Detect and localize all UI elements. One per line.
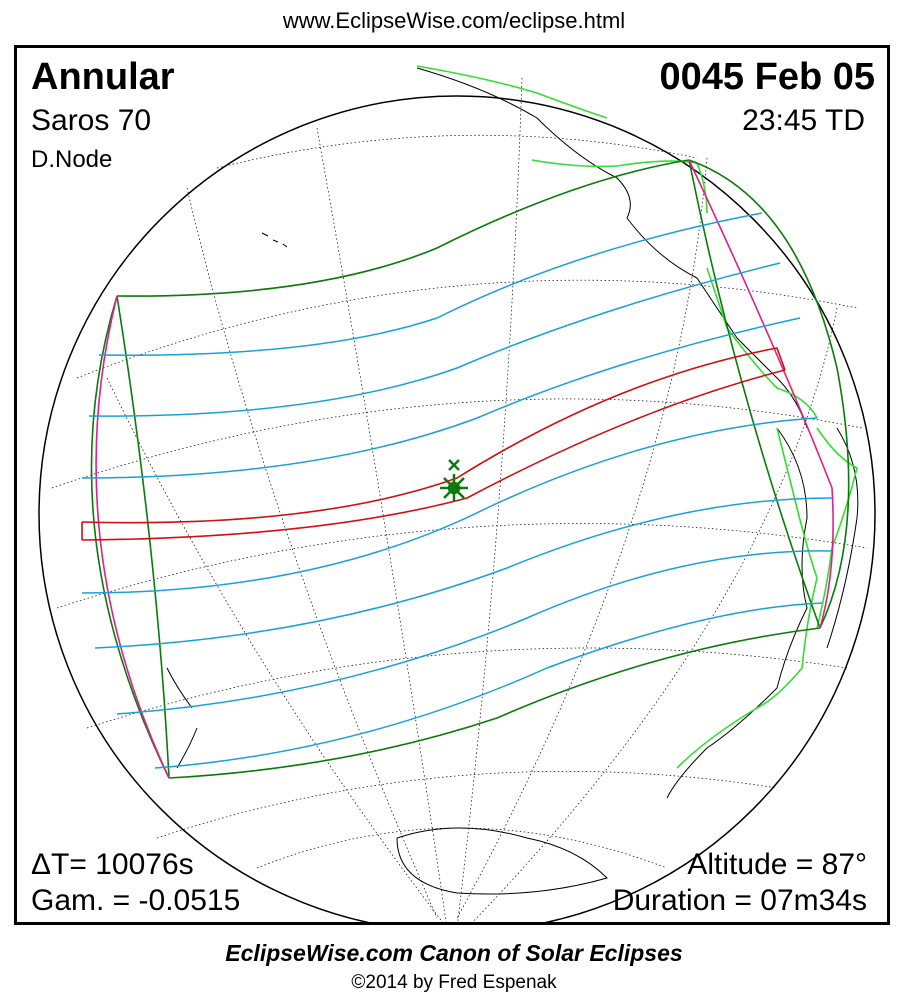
gamma-value: Gam. = -0.0515 <box>31 884 241 917</box>
copyright: ©2014 by Fred Espenak <box>351 972 557 993</box>
eclipse-type: Annular <box>31 56 175 98</box>
saros-number: Saros 70 <box>31 104 152 137</box>
central-duration: Duration = 07m34s <box>612 884 867 917</box>
penumbral-limits <box>90 159 850 779</box>
central-path <box>81 347 786 541</box>
eclipse-map-panel: Annular Saros 70 D.Node 0045 Feb 05 23:4… <box>14 45 890 925</box>
delta-t: ΔT= 10076s <box>31 848 194 881</box>
antarctica-coast <box>396 827 608 895</box>
new-zealand <box>166 667 198 769</box>
eclipse-time: 23:45 TD <box>742 104 865 137</box>
south-america-east <box>826 427 859 649</box>
globe-outline <box>38 95 876 922</box>
magnitude-lines <box>81 212 833 769</box>
sun-altitude: Altitude = 87° <box>687 848 867 881</box>
coastlines <box>166 67 859 895</box>
south-america-coast <box>666 427 808 799</box>
source-url: www.EclipseWise.com/eclipse.html <box>282 8 626 33</box>
canon-title: EclipseWise.com Canon of Solar Eclipses <box>225 940 683 966</box>
country-borders <box>416 65 858 769</box>
rise-set-curves <box>95 159 834 779</box>
graticule <box>51 77 868 922</box>
eclipse-date: 0045 Feb 05 <box>659 56 875 98</box>
globe-map <box>38 65 876 922</box>
north-america-coast <box>416 67 808 429</box>
node-label: D.Node <box>31 146 113 173</box>
greatest-eclipse-marker <box>440 459 468 502</box>
island-hawaii <box>261 232 288 248</box>
